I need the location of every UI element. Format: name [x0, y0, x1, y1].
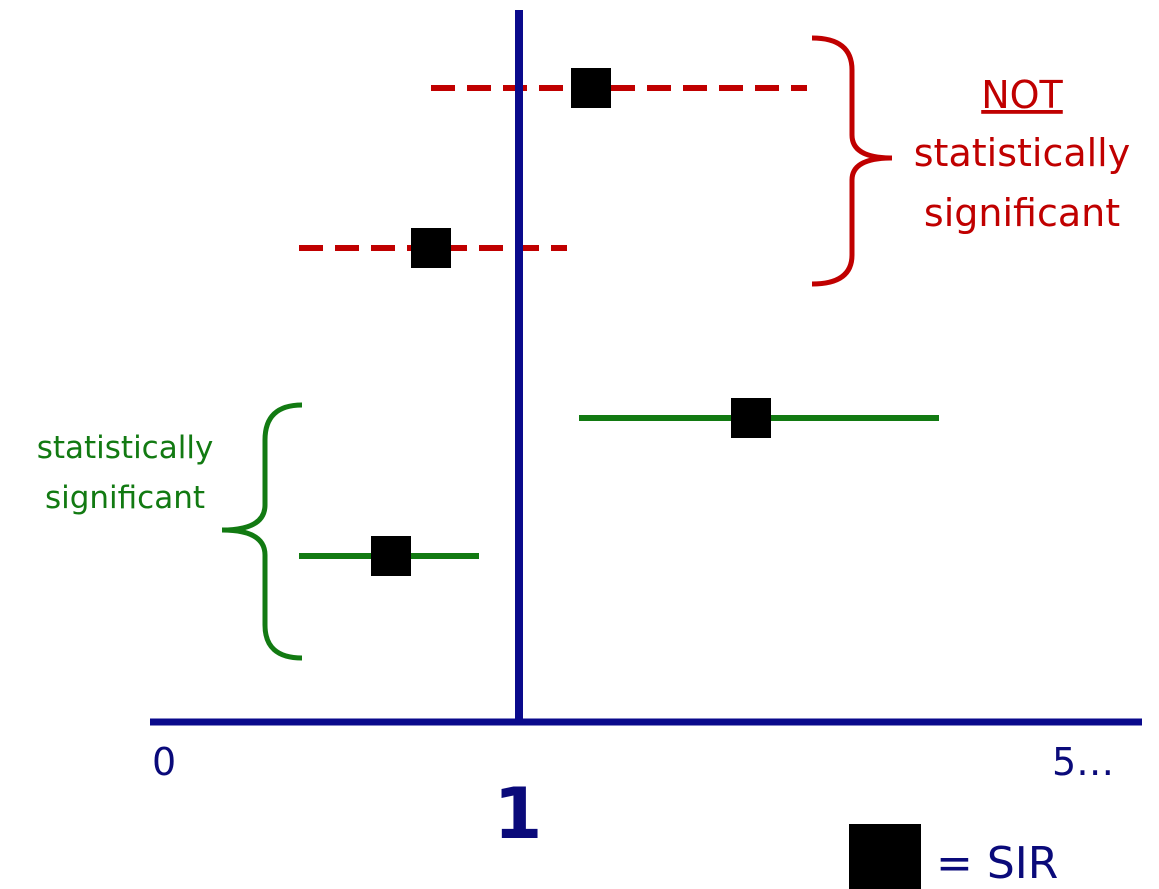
not-significant-brace — [811, 35, 893, 287]
significant-label-line-1: statistically — [37, 430, 214, 466]
reference-value-label: 1 — [494, 773, 543, 855]
sir-marker-2 — [411, 228, 451, 268]
sir-marker-4 — [371, 536, 411, 576]
x-tick-label-0: 0 — [152, 740, 176, 784]
significant-brace — [221, 402, 303, 661]
sir-markers — [371, 68, 771, 576]
not-significant-label-line-3: significant — [924, 191, 1120, 235]
sir-marker-1 — [571, 68, 611, 108]
sir-marker-3 — [731, 398, 771, 438]
not-significant-label-not: NOT — [981, 73, 1063, 117]
significant-label-line-2: significant — [45, 480, 205, 516]
not-significant-label-line-2: statistically — [914, 131, 1130, 175]
legend-sir-marker — [849, 824, 921, 889]
x-tick-label-5: 5… — [1052, 740, 1114, 784]
legend-sir-label: = SIR — [936, 838, 1058, 889]
confidence-intervals — [299, 85, 939, 559]
